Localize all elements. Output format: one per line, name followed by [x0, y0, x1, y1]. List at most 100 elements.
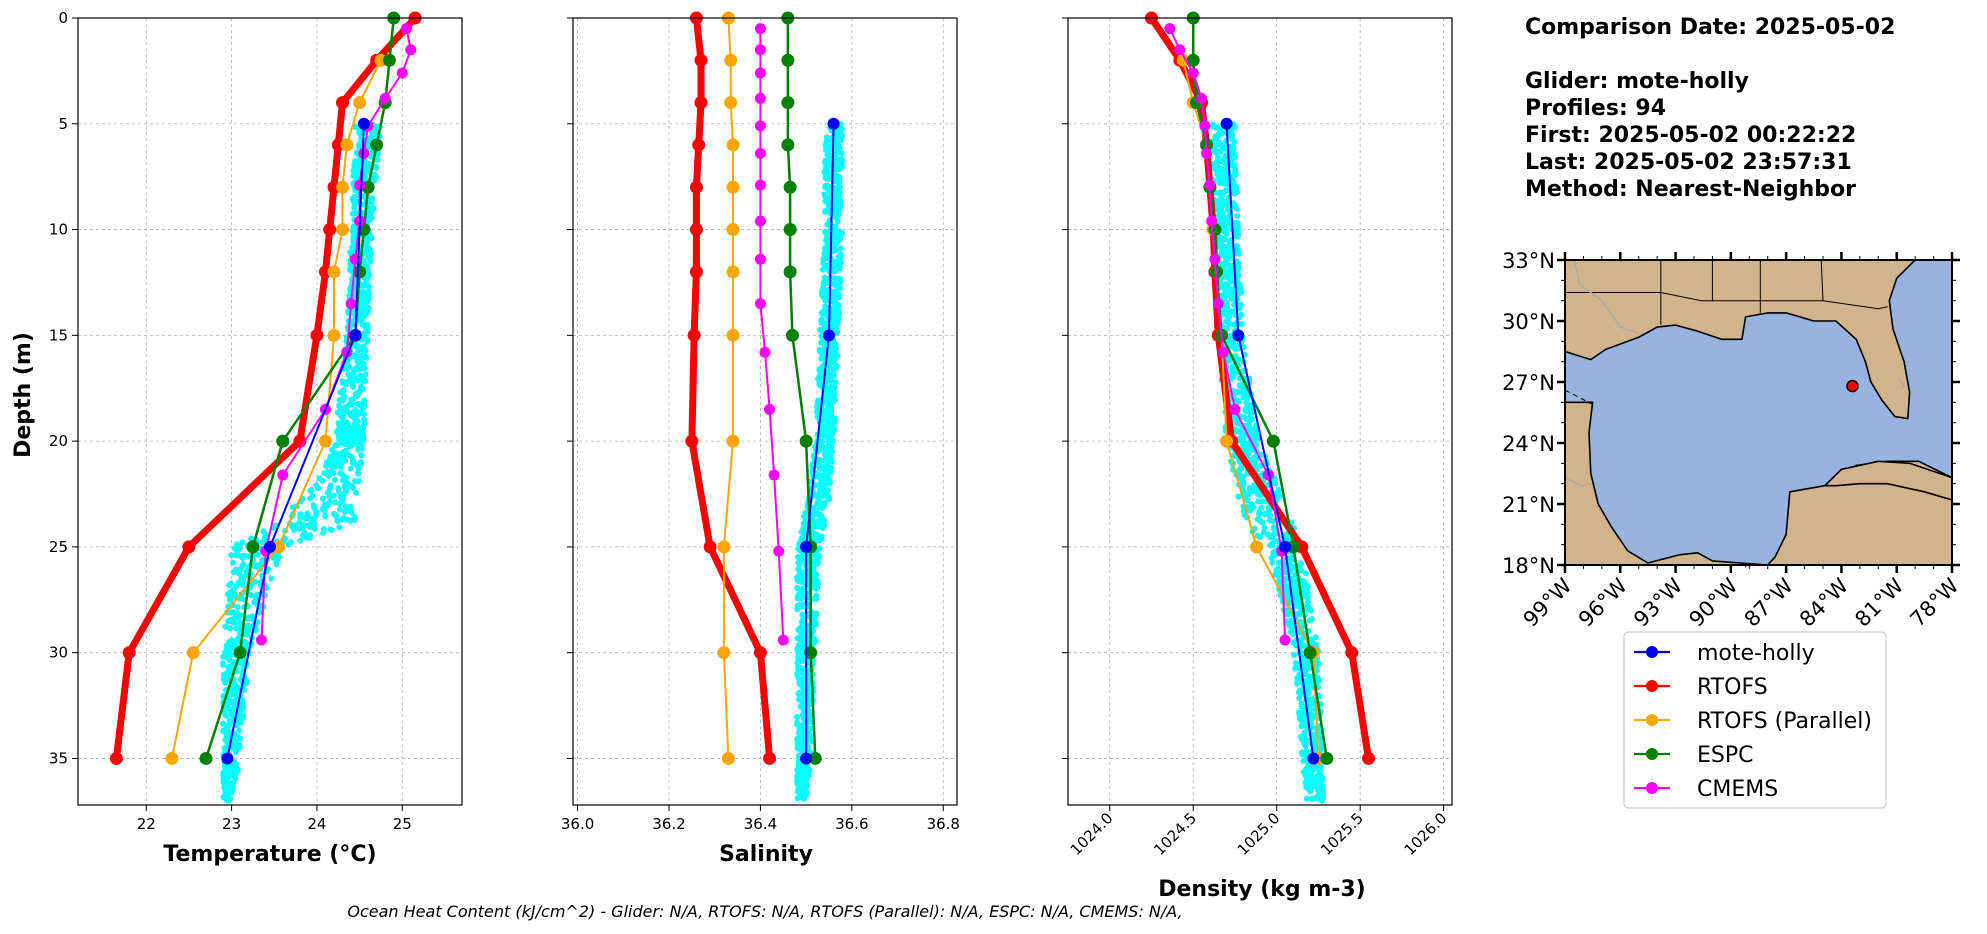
glider-scatter-point [821, 517, 828, 524]
glider-scatter-point [224, 591, 231, 598]
glider-scatter-point [1304, 594, 1311, 601]
glider-scatter-point [232, 770, 239, 777]
glider-scatter-point [814, 511, 821, 518]
series-point [781, 138, 795, 152]
glider-scatter-point [1233, 428, 1240, 435]
glider-scatter-point [364, 281, 371, 288]
glider-scatter-point [228, 710, 235, 717]
glider-scatter-point [1272, 480, 1279, 487]
glider-scatter-point [367, 153, 374, 160]
glider-scatter-point [1240, 413, 1247, 420]
glider-scatter-point [307, 487, 314, 494]
glider-scatter-point [254, 551, 261, 558]
series-line-espc [1191, 18, 1329, 759]
glider-scatter-point [801, 764, 808, 771]
glider-scatter-point [332, 499, 339, 506]
glider-scatter-point [239, 539, 246, 546]
glider-scatter-point [794, 635, 801, 642]
series-point [781, 53, 795, 67]
glider-scatter-point [811, 616, 818, 623]
glider-scatter-point [824, 230, 831, 237]
glider-scatter-point [228, 637, 235, 644]
glider-scatter-point [316, 475, 323, 482]
series-point [1186, 53, 1200, 67]
glider-scatter-point [341, 440, 348, 447]
glider-scatter-point [1308, 714, 1315, 721]
series-point [221, 752, 234, 765]
x-tick-label: 1024.0 [1067, 809, 1117, 859]
glider-scatter-point [360, 385, 367, 392]
glider-scatter-point [230, 559, 237, 566]
glider-scatter-point [354, 433, 361, 440]
series-point [726, 138, 740, 152]
glider-scatter-point [1229, 363, 1236, 370]
series-point [272, 540, 286, 554]
series-point [277, 469, 289, 481]
y-tick-label: 30 [49, 644, 68, 662]
glider-scatter-point [323, 463, 330, 470]
glider-scatter-point [356, 314, 363, 321]
comparison-date: Comparison Date: 2025-05-02 [1525, 15, 1896, 40]
map-lon-label: 81°W [1850, 573, 1908, 631]
glider-scatter-point [348, 396, 355, 403]
glider-scatter-point [327, 462, 334, 469]
series-point [1220, 117, 1233, 130]
legend-label: ESPC [1697, 743, 1754, 768]
series-point [726, 180, 740, 194]
glider-scatter-point [1237, 428, 1244, 435]
glider-scatter-point [346, 363, 353, 370]
glider-scatter-point [1225, 201, 1232, 208]
glider-scatter-point [1270, 525, 1277, 532]
series-point [689, 223, 703, 237]
glider-scatter-point [1231, 161, 1238, 168]
legend-label: mote-holly [1697, 641, 1815, 666]
legend-label: RTOFS (Parallel) [1697, 709, 1872, 734]
glider-scatter-point [831, 281, 838, 288]
map-lat-label: 33°N [1502, 249, 1555, 273]
density-axis-label: Density (kg m-3) [1158, 877, 1366, 902]
glider-scatter-point [1303, 766, 1310, 773]
glider-scatter-point [825, 449, 832, 456]
series-point [717, 646, 731, 660]
glider-scatter-point [1225, 314, 1232, 321]
glider-scatter-point [822, 303, 829, 310]
glider-scatter-point [824, 144, 831, 151]
glider-scatter-point [1216, 179, 1223, 186]
glider-scatter-point [795, 690, 802, 697]
series-point [808, 751, 822, 765]
glider-scatter-point [797, 645, 804, 652]
glider-scatter-point [800, 578, 807, 585]
glider-scatter-point [827, 469, 834, 476]
glider-scatter-point [361, 346, 368, 353]
glider-scatter-point [1301, 729, 1308, 736]
glider-scatter-point [347, 465, 354, 472]
glider-scatter-point [353, 489, 360, 496]
y-tick-label: 5 [58, 115, 68, 133]
series-point [724, 53, 738, 67]
x-tick-label: 23 [222, 815, 241, 833]
glider-scatter-point [350, 366, 357, 373]
glider-scatter-point [303, 534, 310, 541]
glider-scatter-point [342, 503, 349, 510]
glider-scatter-point [226, 656, 233, 663]
glider-scatter-point [1258, 504, 1265, 511]
glider-scatter-point [324, 502, 331, 509]
glider-scatter-point [828, 398, 835, 405]
glider-scatter-point [339, 388, 346, 395]
glider-scatter-point [345, 402, 352, 409]
series-point [685, 434, 699, 448]
y-tick-label: 15 [49, 326, 68, 344]
glider-scatter-point [345, 430, 352, 437]
glider-scatter-point [352, 393, 359, 400]
y-tick-label: 0 [58, 9, 68, 27]
glider-scatter-point [1274, 489, 1281, 496]
glider-scatter-point [1310, 795, 1317, 802]
glider-scatter-point [1245, 421, 1252, 428]
map-lat-label: 30°N [1502, 310, 1555, 334]
glider-scatter-point [817, 482, 824, 489]
glider-scatter-point [837, 137, 844, 144]
glider-scatter-point [1222, 259, 1229, 266]
series-point [1362, 751, 1376, 765]
glider-scatter-point [361, 397, 368, 404]
glider-scatter-point [1292, 600, 1299, 607]
